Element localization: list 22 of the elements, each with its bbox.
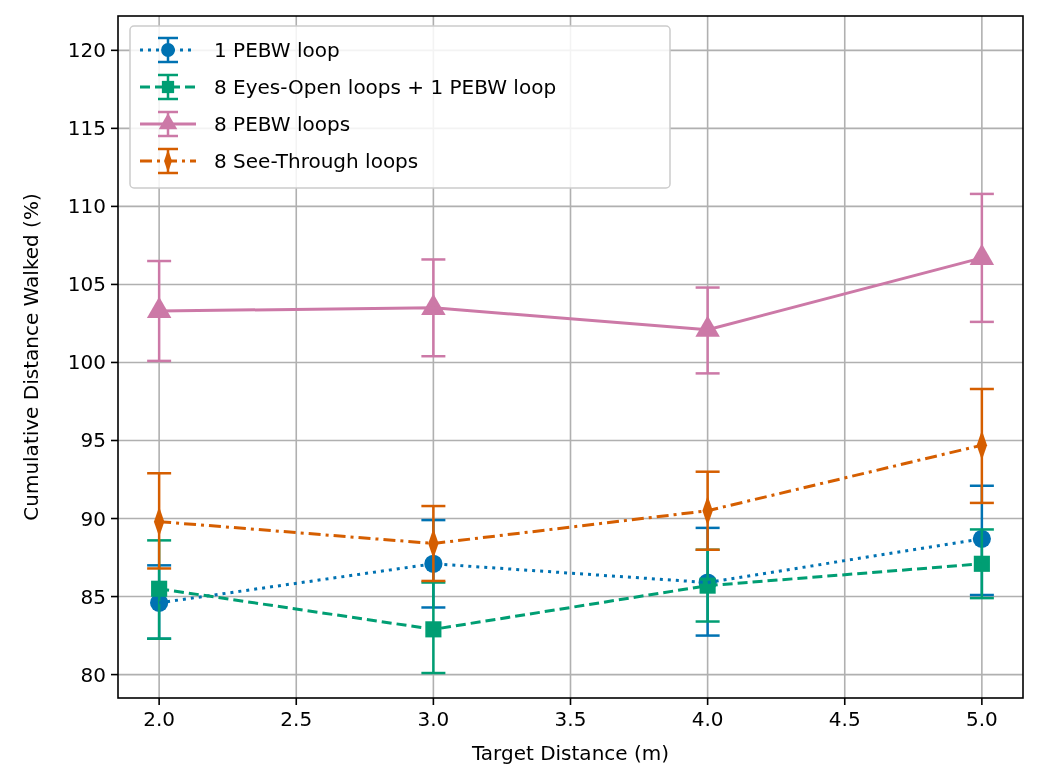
y-tick-label: 120 <box>67 38 106 63</box>
x-tick-label: 5.0 <box>965 707 998 731</box>
y-tick-label: 100 <box>67 350 106 375</box>
y-tick-label: 90 <box>80 506 106 531</box>
y-tick-label: 85 <box>80 584 106 609</box>
y-tick-label: 105 <box>67 272 106 297</box>
y-tick-label: 80 <box>80 662 106 687</box>
y-tick-label: 95 <box>80 428 106 453</box>
x-tick-label: 2.5 <box>280 707 313 731</box>
legend-label: 8 Eyes-Open loops + 1 PEBW loop <box>214 75 557 99</box>
y-tick-label: 110 <box>67 194 106 219</box>
x-tick-label: 3.5 <box>554 707 587 731</box>
legend-label: 8 PEBW loops <box>214 112 351 136</box>
x-tick-label: 3.0 <box>417 707 450 731</box>
x-tick-label: 4.5 <box>828 707 861 731</box>
legend-label: 1 PEBW loop <box>214 38 340 62</box>
legend-label: 8 See-Through loops <box>214 149 419 173</box>
x-axis-title: Target Distance (m) <box>470 741 670 765</box>
x-tick-label: 4.0 <box>691 707 724 731</box>
y-tick-label: 115 <box>67 116 106 141</box>
x-tick-label: 2.0 <box>143 707 176 731</box>
y-axis-title: Cumulative Distance Walked (%) <box>19 193 43 521</box>
